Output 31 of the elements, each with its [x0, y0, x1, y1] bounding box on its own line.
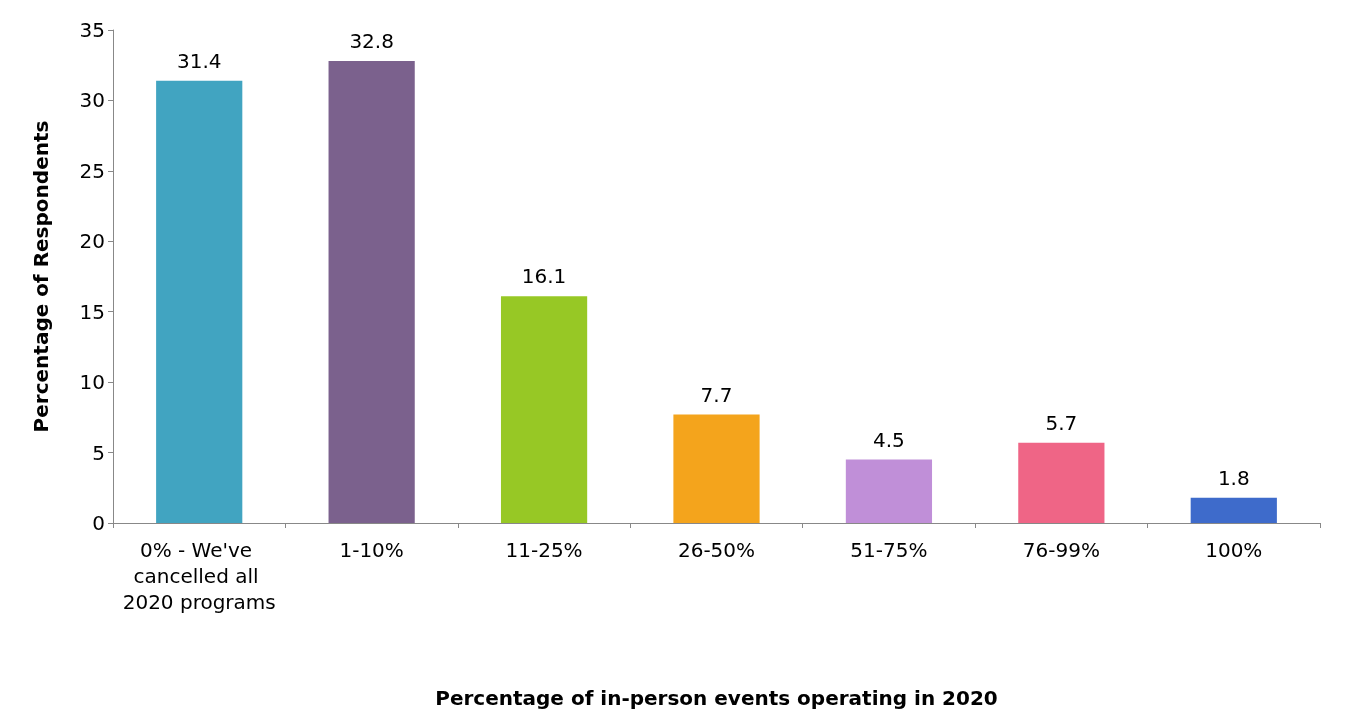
- x-tick-label: 51-75%: [850, 538, 928, 562]
- x-tick-label: 100%: [1205, 538, 1263, 562]
- bar: [1190, 497, 1277, 523]
- data-label: 16.1: [521, 264, 567, 289]
- y-tick-label: 30: [79, 88, 105, 113]
- data-label: 4.5: [873, 427, 905, 452]
- y-tick-label: 10: [79, 370, 105, 395]
- bar: [845, 459, 933, 523]
- x-tick-label: 26-50%: [677, 538, 756, 562]
- x-tick-label: 76-99%: [1022, 538, 1100, 562]
- y-tick-label: 5: [92, 440, 105, 465]
- bar: [673, 414, 760, 523]
- y-axis-title: Percentage of Respondents: [29, 120, 53, 433]
- data-label: 32.8: [349, 28, 394, 53]
- data-label: 31.4: [176, 48, 222, 73]
- data-label: 1.8: [1217, 465, 1250, 490]
- y-tick-label: 0: [92, 511, 105, 535]
- y-tick-label: 25: [79, 158, 105, 183]
- x-tick-label: 1-10%: [339, 538, 404, 562]
- bar: [328, 60, 415, 523]
- data-label: 5.7: [1045, 410, 1078, 435]
- bar: [1018, 442, 1105, 523]
- y-tick-label: 20: [79, 229, 105, 254]
- data-label: 7.7: [700, 382, 733, 407]
- x-tick-label: 0% - We've cancelled all 2020 programs: [122, 538, 276, 614]
- x-axis-title: Percentage of in-person events operating in 2020: [435, 686, 998, 710]
- bar: [500, 296, 588, 523]
- y-tick-label: 35: [79, 18, 105, 42]
- x-tick-label: 11-25%: [505, 538, 583, 562]
- bar: [156, 80, 243, 523]
- y-tick-label: 15: [79, 299, 105, 324]
